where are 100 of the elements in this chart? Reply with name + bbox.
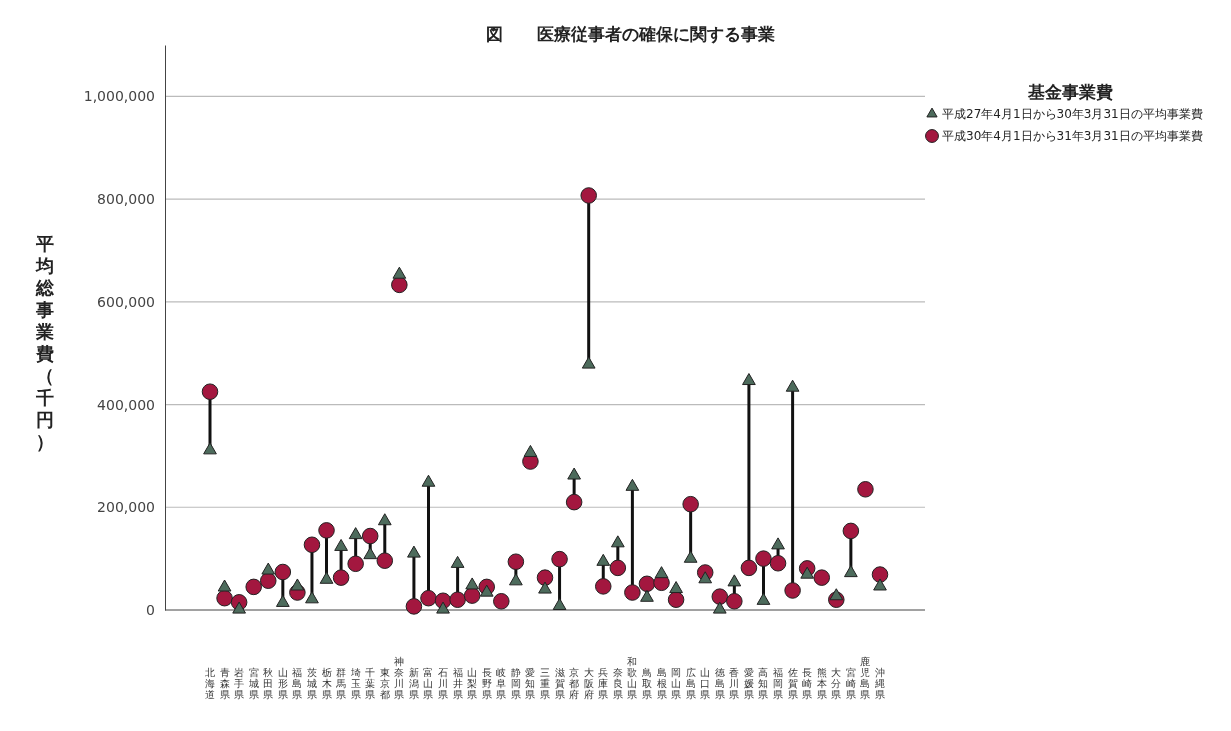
point <box>654 566 669 579</box>
x-tick-label: 栃木県 <box>321 667 332 700</box>
x-tick-label: 茨城県 <box>305 667 317 700</box>
point <box>216 589 233 607</box>
x-tick-label: 広島県 <box>685 667 696 700</box>
x-tick-label: 福岡県 <box>773 667 784 700</box>
point <box>857 481 874 498</box>
point <box>201 383 219 400</box>
x-tick-label: 岐阜県 <box>496 667 507 700</box>
x-tick-label: 宮崎県 <box>845 667 856 700</box>
y-tick-label: 800,000 <box>97 191 155 208</box>
point <box>348 527 363 540</box>
y-tick-label: 200,000 <box>97 499 155 516</box>
x-tick-label: 千葉県 <box>365 667 376 700</box>
point <box>638 575 656 593</box>
point <box>610 535 625 548</box>
x-tick-label: 愛知県 <box>525 667 536 700</box>
x-tick-label: 岩手県 <box>234 667 245 700</box>
x-tick-label: 三重県 <box>540 667 550 700</box>
x-tick-label: 山梨県 <box>467 667 478 700</box>
point <box>552 598 567 611</box>
x-tick-label: 福井県 <box>452 667 463 700</box>
point <box>318 522 335 539</box>
point <box>785 379 800 392</box>
x-tick-label: 愛媛県 <box>743 667 754 700</box>
x-tick-label: 和歌山県 <box>627 656 638 700</box>
point <box>755 550 772 567</box>
point <box>567 467 581 480</box>
point <box>274 563 292 581</box>
point <box>740 559 758 577</box>
x-tick-label: 大阪府 <box>583 667 594 700</box>
point <box>551 550 568 568</box>
point <box>712 601 727 614</box>
point <box>377 513 392 526</box>
point <box>742 373 756 386</box>
point <box>756 592 771 605</box>
point <box>842 522 860 540</box>
x-tick-label: 京都府 <box>569 667 580 700</box>
y-tick-label: 600,000 <box>97 293 155 310</box>
point <box>334 538 348 551</box>
point <box>420 589 437 607</box>
x-tick-label: 山口県 <box>700 667 711 700</box>
point <box>303 536 321 554</box>
point <box>829 588 844 601</box>
point <box>800 566 815 579</box>
point <box>259 572 277 589</box>
x-tick-label: 福島県 <box>292 667 303 700</box>
x-tick-label: 長崎県 <box>802 667 813 700</box>
point <box>581 356 596 369</box>
x-tick-label: 香川県 <box>729 667 740 700</box>
point <box>784 582 801 599</box>
point <box>698 571 713 584</box>
point <box>392 266 407 279</box>
point <box>217 579 232 592</box>
x-tick-label: 静岡県 <box>510 667 521 700</box>
point <box>261 562 276 575</box>
legend-label: 平成30年4月1日から31年3月31日の平均事業費 <box>942 129 1203 143</box>
x-tick-label: 大分県 <box>831 667 842 700</box>
point <box>873 578 887 591</box>
point <box>421 474 436 487</box>
x-tick-label: 佐賀県 <box>787 667 798 700</box>
x-tick-label: 北海道 <box>205 667 215 700</box>
point <box>290 578 305 591</box>
x-tick-label: 宮城県 <box>247 667 259 700</box>
text: 平均総事業費（千円） <box>36 233 54 452</box>
y-tick-label: 400,000 <box>97 396 155 413</box>
point <box>844 565 858 578</box>
x-tick-label: 神奈川県 <box>394 656 405 700</box>
x-tick-label: 沖縄県 <box>874 667 885 700</box>
point <box>523 444 538 457</box>
point <box>624 584 641 601</box>
point <box>667 591 685 608</box>
point <box>669 581 683 594</box>
x-tick-label: 石川県 <box>438 667 449 700</box>
point <box>319 571 334 584</box>
point <box>711 588 729 605</box>
point <box>465 577 480 590</box>
x-tick-label: 群馬県 <box>335 667 347 700</box>
x-tick-label: 長野県 <box>481 667 492 700</box>
x-tick-label: 青森県 <box>219 667 230 700</box>
point <box>361 527 379 545</box>
point <box>376 552 394 569</box>
point <box>683 550 698 563</box>
x-tick-label: 新潟県 <box>408 667 419 700</box>
point <box>871 566 889 583</box>
point <box>596 553 611 566</box>
point <box>726 593 743 610</box>
point <box>609 559 627 577</box>
point <box>727 574 742 587</box>
x-tick-label: 高知県 <box>758 667 769 700</box>
x-tick-label: 富山県 <box>423 667 434 700</box>
point <box>509 573 523 586</box>
point <box>436 601 450 614</box>
point <box>391 276 408 294</box>
x-tick-label: 奈良県 <box>612 667 623 700</box>
point <box>232 601 246 614</box>
point <box>363 547 378 560</box>
x-tick-label: 滋賀県 <box>554 667 565 700</box>
point <box>536 569 554 586</box>
x-tick-label: 徳島県 <box>714 667 725 700</box>
